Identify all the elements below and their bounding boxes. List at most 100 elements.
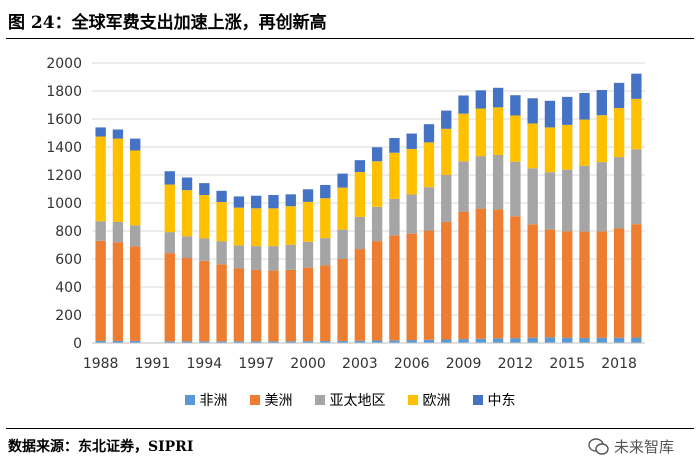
bar-segment — [389, 340, 400, 343]
bar-segment — [250, 208, 262, 247]
bar-segment — [596, 90, 607, 116]
x-tick-label: 1991 — [135, 356, 171, 372]
bar-segment — [302, 267, 314, 342]
y-tick-label: 800 — [55, 224, 82, 240]
bar-segment — [631, 149, 642, 225]
bar-segment — [233, 196, 245, 208]
bar-segment — [320, 341, 331, 343]
legend-item: 非洲 — [184, 390, 228, 410]
bar-segment — [458, 113, 469, 162]
bar-segment — [544, 337, 556, 343]
legend-swatch — [184, 395, 195, 405]
bar-segment — [492, 87, 504, 108]
bar-segment — [475, 156, 487, 209]
bar-segment — [406, 233, 417, 341]
bar-segment — [268, 341, 279, 343]
bar-segment — [510, 338, 521, 343]
bar-segment — [337, 187, 348, 230]
bar-segment — [475, 108, 487, 157]
y-tick-label: 400 — [55, 280, 82, 296]
y-axis: 0 200 400 600 800 1000 1200 1400 1600 1800 2000 — [46, 56, 82, 352]
bar-segment — [337, 259, 348, 341]
bar-segment — [562, 124, 573, 170]
bar-segment — [320, 184, 331, 199]
y-tick-label: 200 — [55, 308, 82, 324]
bar-segment — [544, 172, 556, 230]
x-tick-label: 2009 — [446, 356, 482, 372]
bar-segment — [95, 136, 106, 222]
bar-segment — [250, 246, 262, 270]
bar-segment — [406, 340, 417, 343]
bar-segment — [441, 175, 452, 222]
bar-segment — [320, 198, 331, 239]
figure-title: 图 24：全球军费支出加速上涨，再创新高 — [8, 13, 327, 33]
x-tick-label: 2003 — [342, 356, 378, 372]
bar-segment — [337, 173, 348, 188]
bar-segment — [285, 244, 296, 270]
bar-segment — [302, 189, 314, 202]
bar-segment — [285, 206, 296, 245]
bar-segment — [579, 92, 590, 120]
bar-segment — [527, 123, 538, 169]
bar-segment — [164, 171, 175, 185]
bar-segment — [492, 154, 504, 210]
bar-segment — [371, 340, 383, 343]
bar-segment — [527, 168, 538, 225]
bar-segment — [371, 206, 383, 242]
legend-label: 亚太地区 — [329, 393, 386, 409]
y-tick-label: 1400 — [46, 140, 82, 156]
bar-segment — [371, 161, 383, 207]
bar-segment — [112, 129, 124, 139]
watermark: 未来智库 — [588, 436, 674, 457]
bar-segment — [458, 95, 469, 114]
bar-segment — [527, 337, 538, 343]
bar-segment — [95, 127, 106, 137]
bar-segment — [112, 242, 124, 341]
bar-segment — [510, 161, 521, 217]
bar-segment — [354, 172, 366, 217]
bar-segment — [613, 228, 625, 338]
legend-swatch — [472, 395, 483, 405]
bar-segment — [613, 157, 625, 229]
bar-segment — [164, 232, 175, 254]
x-tick-label: 2018 — [601, 356, 637, 372]
bar-segment — [389, 198, 400, 236]
legend-swatch — [314, 395, 325, 405]
bar-segment — [579, 165, 590, 232]
bar-segment — [130, 225, 141, 247]
bar-segment — [181, 258, 193, 342]
bar-segment — [423, 142, 435, 188]
wechat-icon — [588, 437, 609, 455]
bar-segment — [354, 216, 366, 250]
bar-segment — [302, 241, 314, 268]
bar-segment — [268, 208, 279, 247]
legend-label: 非洲 — [199, 393, 228, 409]
stacked-bar-chart: 0 200 400 600 800 1000 1200 1400 1600 1800 2000 19… — [46, 56, 645, 372]
bar-segment — [199, 195, 210, 239]
bar-segment — [458, 339, 469, 343]
bar-segment — [199, 260, 210, 342]
bar-segment — [130, 246, 141, 341]
bar-segment — [510, 95, 521, 116]
bar-segment — [268, 270, 279, 342]
bar-segment — [112, 221, 124, 243]
bar-segment — [423, 124, 435, 143]
bar-segment — [233, 245, 245, 269]
bar-segment — [510, 216, 521, 339]
bar-segment — [233, 268, 245, 342]
bar-segment — [337, 229, 348, 259]
bar-segment — [233, 207, 245, 246]
bar-segment — [492, 107, 504, 155]
legend-label: 欧洲 — [422, 393, 451, 409]
bar-segment — [613, 82, 625, 109]
bar-segment — [406, 148, 417, 195]
legend-item: 欧洲 — [407, 390, 451, 410]
bar-segment — [458, 211, 469, 340]
bar-segment — [216, 341, 227, 343]
bar-segment — [475, 90, 487, 109]
bar-segment — [130, 340, 141, 343]
bar-segment — [320, 265, 331, 342]
bar-segment — [181, 236, 193, 259]
bars — [95, 73, 642, 343]
bar-segment — [613, 108, 625, 158]
